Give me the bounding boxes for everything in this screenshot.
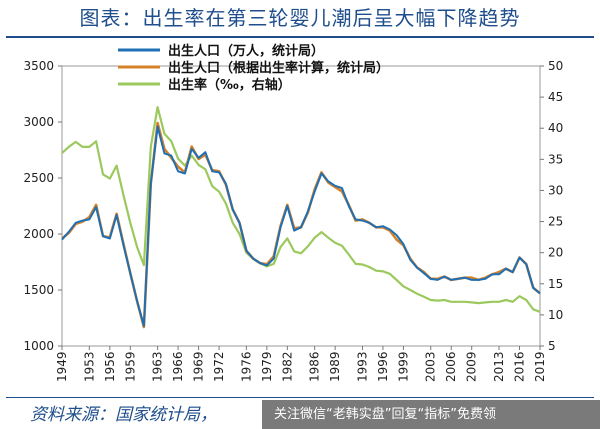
x-axis-tick-label: 1949 bbox=[55, 351, 69, 382]
right-axis-tick-label: 45 bbox=[548, 90, 563, 104]
birth-chart: 1000 1500 2000 2500 3000 3500 5 10 15 20 25 30 35 40 4… bbox=[23, 43, 563, 382]
x-axis-tick-label: 1989 bbox=[328, 351, 342, 382]
x-axis-tick-label: 1993 bbox=[355, 351, 369, 382]
x-axis-tick-label: 2019 bbox=[533, 351, 547, 382]
right-axis-tick-label: 5 bbox=[548, 339, 556, 353]
series-line-0 bbox=[61, 125, 541, 327]
x-axis-tick-label: 1966 bbox=[171, 351, 185, 382]
x-axis-tick-label: 1969 bbox=[192, 351, 206, 382]
right-axis-tick-label: 10 bbox=[548, 308, 563, 322]
left-axis-tick-label: 3000 bbox=[23, 115, 54, 129]
right-axis-tick-label: 20 bbox=[548, 246, 563, 260]
x-axis-tick-label: 2003 bbox=[424, 351, 438, 382]
legend-label: 出生人口（根据出生率计算，统计局） bbox=[168, 60, 389, 76]
x-axis-tick-label: 2013 bbox=[492, 351, 506, 382]
x-axis-tick-label: 1959 bbox=[123, 351, 137, 382]
x-axis-tick-label: 1996 bbox=[376, 351, 390, 382]
x-axis-tick-label: 2006 bbox=[444, 351, 458, 382]
title-divider bbox=[6, 36, 594, 38]
series-line-2 bbox=[61, 105, 541, 313]
source-note: 资料来源：国家统计局， bbox=[30, 405, 217, 425]
right-axis-tick-label: 35 bbox=[548, 152, 563, 166]
left-axis-tick-label: 1500 bbox=[23, 283, 54, 297]
chart-title: 图表：出生率在第三轮婴儿潮后呈大幅下降趋势 bbox=[79, 6, 521, 30]
left-axis-tick-label: 3500 bbox=[23, 59, 54, 73]
x-axis-tick-label: 2016 bbox=[513, 351, 527, 382]
right-axis-tick-label: 50 bbox=[548, 59, 563, 73]
footer-divider bbox=[6, 397, 594, 398]
right-axis-tick-label: 30 bbox=[548, 183, 563, 197]
x-axis-tick-label: 1976 bbox=[239, 351, 253, 382]
right-axis-tick-label: 40 bbox=[548, 121, 563, 135]
x-axis-tick-label: 1956 bbox=[103, 351, 117, 382]
right-axis-tick-label: 15 bbox=[548, 277, 563, 291]
x-axis-tick-label: 1979 bbox=[260, 351, 274, 382]
left-axis-tick-label: 2500 bbox=[23, 171, 54, 185]
right-axis-tick-label: 25 bbox=[548, 215, 563, 229]
x-axis-tick-label: 1999 bbox=[396, 351, 410, 382]
x-axis-tick-label: 2009 bbox=[465, 351, 479, 382]
watermark-overlay: 关注微信“老韩实盘”回复“指标”免费领 bbox=[262, 400, 600, 429]
x-axis-tick-label: 1986 bbox=[308, 351, 322, 382]
plot-frame bbox=[61, 65, 541, 347]
left-axis-tick-label: 1000 bbox=[23, 339, 54, 353]
x-axis-tick-label: 1972 bbox=[212, 351, 226, 382]
legend-label: 出生人口（万人，统计局） bbox=[168, 43, 324, 59]
x-axis-tick-label: 1953 bbox=[82, 351, 96, 382]
legend-label: 出生率（‰，右轴） bbox=[168, 77, 291, 93]
x-axis-tick-label: 1963 bbox=[151, 351, 165, 382]
x-axis-tick-label: 1982 bbox=[280, 351, 294, 382]
left-axis-tick-label: 2000 bbox=[23, 227, 54, 241]
